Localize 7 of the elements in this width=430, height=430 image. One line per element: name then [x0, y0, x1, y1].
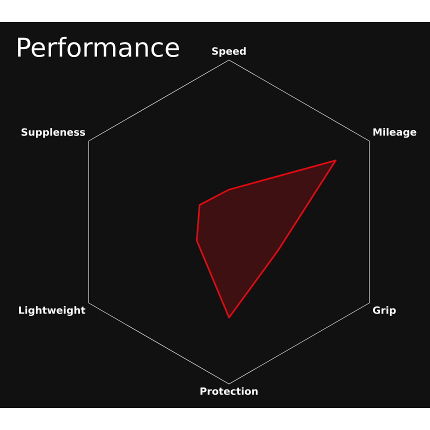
spoke-label: Speed [212, 47, 246, 57]
spoke-label: Grip [373, 306, 396, 316]
spoke-label: Mileage [373, 128, 416, 138]
spoke-label: Suppleness [22, 128, 86, 138]
chart-title: Performance [18, 36, 179, 58]
spoke-label: Protection [200, 387, 258, 395]
spoke-label: Lightweight [19, 306, 86, 316]
